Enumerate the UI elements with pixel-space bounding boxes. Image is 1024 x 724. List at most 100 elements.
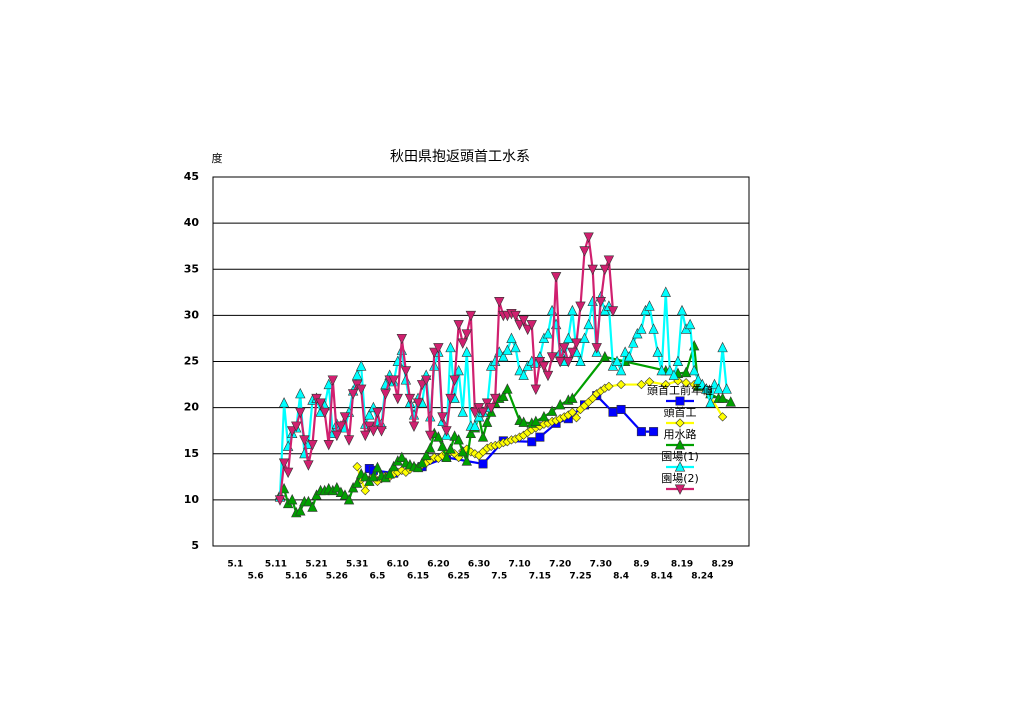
x-tick-label: 5.16	[285, 572, 307, 582]
legend-label: 頭首工	[664, 405, 697, 419]
data-point	[425, 442, 436, 453]
data-point	[538, 361, 550, 372]
data-point	[518, 315, 529, 326]
y-tick-label: 20	[184, 401, 200, 414]
data-point	[295, 407, 306, 419]
data-point	[352, 462, 362, 472]
data-point	[546, 352, 558, 363]
y-tick-label: 25	[184, 355, 199, 368]
data-point	[420, 375, 432, 386]
data-point	[535, 432, 545, 442]
x-tick-label: 5.21	[305, 560, 327, 570]
data-point	[437, 412, 448, 423]
x-tick-label: 5.6	[248, 572, 264, 582]
legend-label: 頭首工前年値	[647, 383, 713, 397]
data-point	[575, 301, 586, 313]
data-point	[396, 333, 408, 345]
data-point	[494, 297, 505, 308]
data-point	[449, 375, 460, 386]
data-point	[368, 470, 379, 482]
data-point	[542, 327, 554, 339]
data-point	[331, 430, 343, 442]
data-point	[303, 495, 314, 507]
data-point	[335, 421, 347, 432]
x-tick-label: 5.1	[227, 560, 243, 570]
data-point	[611, 355, 623, 367]
y-tick-label: 5	[191, 539, 199, 552]
data-point	[360, 430, 371, 442]
data-point	[437, 440, 448, 451]
data-point	[502, 383, 513, 394]
data-point	[291, 421, 302, 432]
x-tick-label: 7.10	[508, 560, 530, 570]
x-tick-label: 7.25	[569, 572, 591, 582]
data-point	[604, 381, 614, 392]
data-point	[286, 426, 298, 437]
data-point	[636, 379, 647, 390]
data-point	[323, 440, 334, 451]
x-tick-label: 6.20	[427, 560, 449, 570]
data-point	[461, 455, 472, 466]
data-point	[392, 393, 403, 405]
data-point	[445, 341, 456, 353]
legend-marker	[674, 461, 686, 472]
data-point	[514, 364, 525, 376]
data-point	[445, 393, 456, 405]
data-point	[457, 338, 468, 349]
data-point	[684, 318, 696, 330]
data-point	[583, 232, 594, 243]
data-point	[615, 364, 627, 376]
data-point	[408, 421, 420, 432]
data-point	[274, 495, 286, 506]
data-point	[478, 459, 488, 469]
data-point	[591, 343, 602, 354]
data-point	[356, 360, 367, 371]
data-point	[575, 355, 586, 367]
data-point	[412, 398, 424, 409]
data-point	[616, 404, 626, 414]
x-tick-label: 6.30	[468, 560, 490, 570]
data-point	[295, 505, 306, 516]
data-point	[323, 378, 334, 390]
chart-title: 秋田県抱返頭首工水系	[390, 149, 530, 165]
data-point	[628, 337, 639, 348]
y-tick-label: 40	[184, 216, 200, 229]
data-point	[477, 431, 489, 442]
data-point	[644, 377, 655, 387]
data-point	[672, 355, 684, 367]
data-point	[351, 369, 363, 380]
data-point	[372, 407, 383, 419]
data-point	[644, 300, 655, 311]
x-tick-label: 5.26	[326, 572, 348, 582]
data-point	[526, 320, 537, 331]
y-tick-label: 30	[184, 308, 200, 321]
data-point	[319, 407, 330, 419]
data-point	[465, 427, 477, 438]
data-point	[416, 457, 428, 468]
legend-label: 用水路	[664, 428, 697, 441]
data-point	[680, 366, 692, 378]
y-tick-label: 15	[184, 447, 199, 460]
y-tick-label: 45	[184, 170, 199, 183]
x-tick-label: 7.30	[590, 560, 612, 570]
data-point	[457, 446, 468, 457]
data-point	[453, 320, 464, 331]
data-point	[506, 332, 517, 343]
data-point	[530, 384, 542, 396]
data-point	[477, 407, 489, 419]
y-axis-label: 度	[212, 151, 223, 165]
data-point	[721, 383, 732, 394]
x-tick-label: 6.15	[407, 572, 429, 582]
data-point	[725, 396, 736, 407]
data-point	[384, 468, 395, 479]
data-point	[400, 366, 412, 377]
data-point	[416, 380, 428, 391]
data-point	[433, 343, 444, 354]
data-point	[554, 356, 566, 368]
legend-label: 園場(2)	[661, 472, 699, 485]
data-point	[717, 412, 728, 422]
x-tick-label: 8.24	[691, 572, 713, 582]
data-point	[356, 384, 367, 396]
data-point	[372, 461, 383, 473]
